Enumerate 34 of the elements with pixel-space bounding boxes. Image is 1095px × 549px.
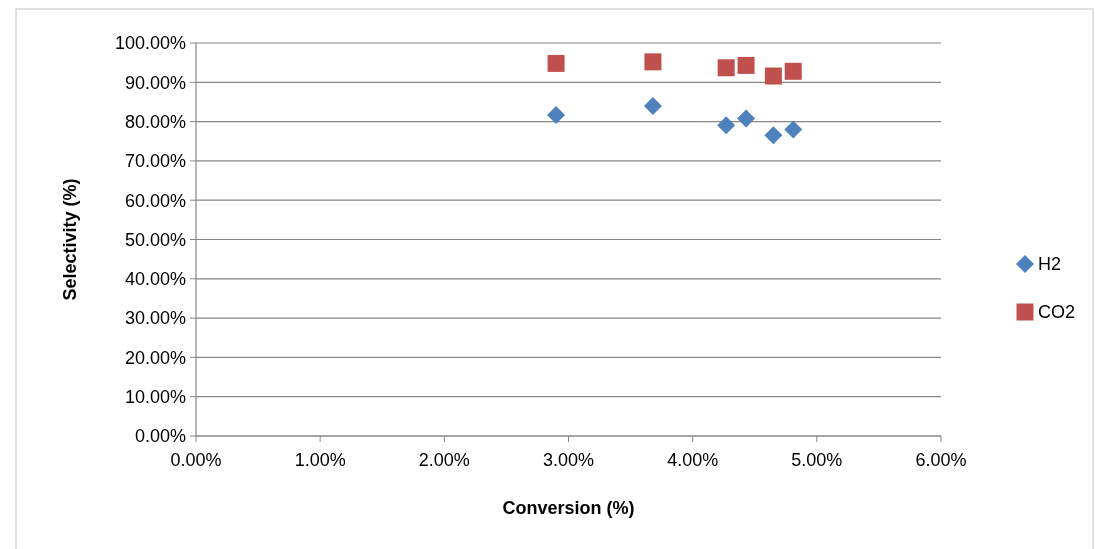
point [717, 59, 735, 77]
point [717, 116, 736, 135]
y-tick-label: 10.00% [124, 387, 186, 407]
point [784, 120, 803, 139]
y-tick-label: 40.00% [124, 269, 186, 290]
x-tick-label: 1.00% [294, 450, 346, 470]
x-tick-label: 5.00% [791, 450, 843, 470]
x-tick-label: 0.00% [170, 450, 222, 470]
x-axis-title: Conversion (%) [502, 498, 635, 518]
y-tick-label: 100.00% [114, 33, 186, 54]
legend-label: H2 [1038, 254, 1062, 275]
point [737, 56, 755, 74]
y-tick-label: 20.00% [124, 347, 186, 368]
y-tick-label: 70.00% [124, 151, 186, 172]
point [547, 54, 565, 72]
legend-label: CO2 [1038, 302, 1076, 323]
point [643, 96, 662, 115]
x-tick-label: 2.00% [418, 450, 470, 470]
point [764, 126, 783, 145]
y-tick-label: 30.00% [124, 308, 186, 329]
point [784, 62, 802, 80]
y-tick-label: 90.00% [124, 72, 186, 93]
point [764, 67, 782, 85]
point [737, 109, 756, 128]
y-tick-label: 0.00% [134, 426, 186, 447]
y-tick-label: 60.00% [124, 190, 186, 211]
x-tick-label: 3.00% [542, 450, 595, 470]
point [644, 53, 662, 71]
x-tick-label: 6.00% [915, 450, 967, 470]
y-axis-title: Selectivity (%) [60, 178, 80, 301]
y-tick-label: 50.00% [124, 229, 186, 250]
point [547, 105, 566, 124]
x-tick-label: 4.00% [667, 450, 719, 470]
y-tick-label: 80.00% [124, 111, 186, 132]
